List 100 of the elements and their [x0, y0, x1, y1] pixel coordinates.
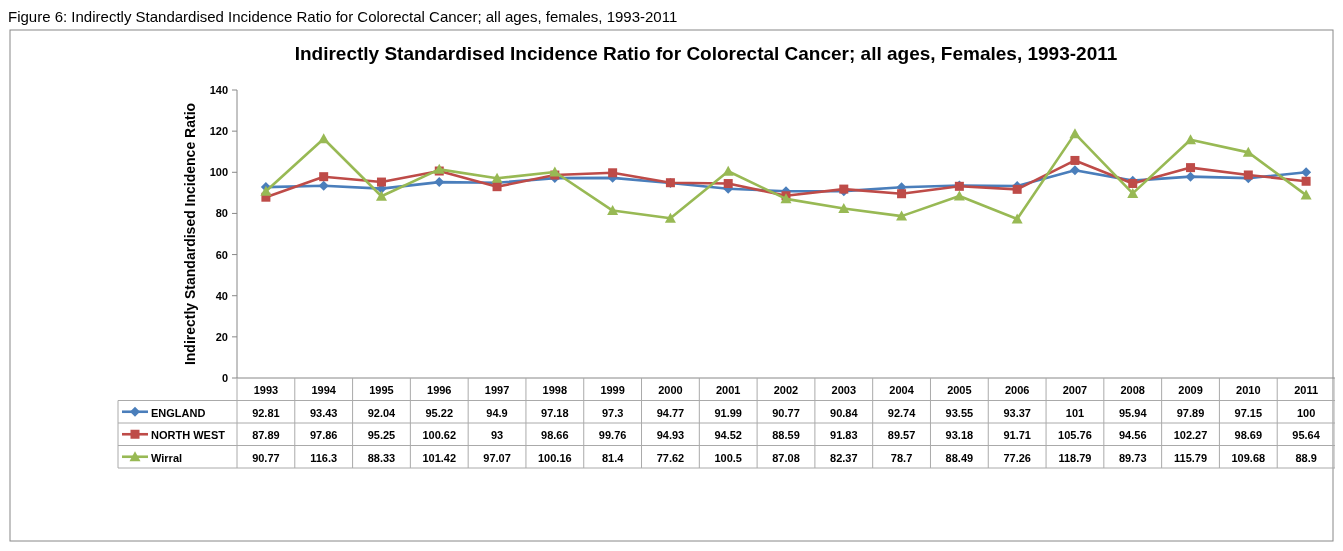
x-tick-label: 2003: [831, 384, 857, 396]
data-label: 90.84: [830, 406, 859, 419]
x-tick-label: 2005: [947, 384, 972, 396]
data-label: 91.71: [1003, 429, 1031, 441]
data-label: 100: [1296, 406, 1316, 419]
x-tick-label: 1995: [369, 384, 394, 396]
x-tick-label: 1998: [542, 384, 568, 396]
x-tick-label: 1994: [311, 384, 337, 396]
data-label: 98.66: [541, 429, 569, 441]
data-label: 118.79: [1058, 451, 1092, 464]
point: [1185, 171, 1196, 182]
y-axis-title: Indirectly Standardised Incidence Ratio: [182, 102, 198, 366]
data-label: 109.68: [1231, 451, 1266, 464]
data-label: 105.76: [1058, 429, 1092, 441]
data-label: 94.56: [1118, 429, 1147, 441]
point: [318, 133, 330, 144]
data-label: 93.18: [945, 429, 974, 441]
y-tick-label: 140: [209, 84, 228, 96]
y-tick-label: 100: [209, 166, 228, 179]
point: [664, 212, 676, 223]
data-label: 93: [490, 429, 504, 441]
point: [838, 203, 850, 214]
x-tick-label: 2009: [1178, 384, 1203, 396]
point: [1070, 155, 1080, 165]
point: [376, 177, 386, 187]
data-label: 93.55: [945, 406, 974, 419]
data-label: 88.59: [772, 429, 800, 441]
point: [608, 168, 618, 178]
data-label: 91.99: [714, 406, 742, 419]
data-label: 89.57: [887, 429, 916, 441]
point: [1301, 167, 1312, 178]
data-label: 78.7: [890, 451, 913, 464]
point: [897, 189, 907, 199]
point: [375, 190, 387, 201]
point: [953, 190, 965, 201]
data-label: 95.94: [1118, 406, 1148, 419]
data-label: 77.26: [1003, 451, 1031, 464]
data-label: 101.42: [422, 451, 457, 464]
point: [1069, 165, 1080, 176]
data-label: 90.77: [252, 451, 280, 464]
data-label: 97.07: [483, 451, 511, 464]
x-tick-label: 2007: [1062, 384, 1088, 396]
data-label: 82.37: [830, 451, 858, 464]
point: [1186, 163, 1196, 173]
data-label: 97.3: [601, 406, 624, 419]
point: [1011, 213, 1023, 224]
data-label: 100.5: [714, 451, 742, 464]
data-label: 99.76: [598, 429, 627, 441]
point: [1242, 146, 1254, 157]
point: [1243, 170, 1253, 180]
data-label: 97.86: [309, 429, 338, 441]
y-tick-label: 80: [215, 207, 228, 220]
x-tick-label: 1996: [427, 384, 452, 396]
point: [1012, 184, 1022, 194]
point: [491, 172, 503, 183]
data-label: 98.69: [1234, 429, 1263, 441]
x-tick-label: 2001: [715, 384, 741, 396]
data-label: 97.15: [1234, 406, 1263, 419]
data-label: 91.83: [830, 429, 858, 441]
y-tick-label: 40: [215, 289, 228, 302]
data-label: 93.43: [309, 406, 338, 419]
data-label: 92.81: [252, 406, 280, 419]
point: [319, 172, 329, 182]
data-label: 100.62: [422, 429, 457, 441]
data-label: 97.89: [1176, 406, 1205, 419]
data-label: 101: [1065, 406, 1085, 419]
point: [607, 205, 619, 216]
data-label: 95.22: [425, 406, 454, 419]
x-tick-label: 2000: [658, 384, 683, 396]
legend-label: NORTH WEST: [151, 429, 226, 441]
point: [1185, 134, 1197, 145]
data-label: 95.64: [1292, 429, 1321, 441]
point: [549, 166, 561, 177]
data-label: 94.9: [486, 406, 508, 419]
data-label: 94.93: [656, 429, 685, 441]
point: [1300, 189, 1312, 200]
point: [896, 210, 908, 221]
chart-title: Indirectly Standardised Incidence Ratio for Colorectal Cancer; all ages, Females, 1993-2011: [294, 43, 1118, 64]
point: [318, 180, 329, 191]
data-label: 92.04: [367, 406, 397, 419]
data-label: 115.79: [1174, 451, 1208, 464]
legend-label: ENGLAND: [151, 406, 206, 419]
y-tick-label: 120: [209, 125, 228, 138]
x-tick-label: 2006: [1004, 384, 1030, 396]
data-label: 87.08: [772, 451, 800, 464]
point: [1301, 176, 1311, 186]
data-label: 95.25: [367, 429, 396, 441]
x-tick-label: 1997: [484, 384, 510, 396]
data-label: 94.52: [714, 429, 742, 441]
data-label: 90.77: [772, 406, 800, 419]
data-label: 100.16: [538, 451, 572, 464]
x-tick-label: 2011: [1294, 384, 1319, 396]
point: [722, 165, 734, 176]
x-tick-label: 2002: [773, 384, 799, 396]
data-label: 102.27: [1173, 429, 1208, 441]
legend-label: Wirral: [151, 451, 183, 464]
x-tick-label: 1999: [600, 384, 625, 396]
data-label: 116.3: [310, 451, 338, 464]
y-tick-label: 0: [221, 372, 228, 384]
point: [1069, 128, 1081, 139]
